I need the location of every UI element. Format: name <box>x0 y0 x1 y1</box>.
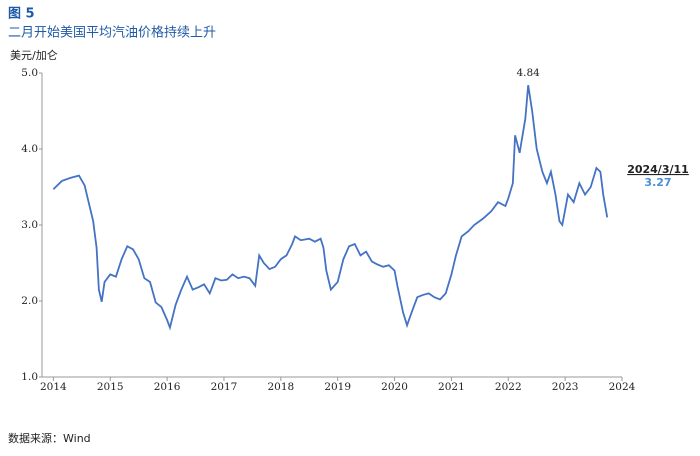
x-tick-label: 2018 <box>267 381 294 393</box>
y-tick-label: 1.0 <box>21 371 38 383</box>
y-tick-label: 4.0 <box>21 143 38 155</box>
line <box>52 85 609 331</box>
y-tick-label: 5.0 <box>21 67 38 79</box>
x-tick-label: 2017 <box>211 381 238 393</box>
x-tick-label: 2023 <box>552 381 579 393</box>
y-tick-label: 3.0 <box>21 219 38 231</box>
x-tick-label: 2019 <box>324 381 351 393</box>
x-tick-label: 2021 <box>438 381 465 393</box>
x-tick-label: 2014 <box>40 381 67 393</box>
y-axis-label: 美元/加仑 <box>10 48 58 62</box>
chart-title: 图 5 <box>8 7 35 22</box>
x-tick-label: 2024 <box>609 381 636 393</box>
y-tick-label: 2.0 <box>21 295 38 307</box>
x-tick-label: 2016 <box>154 381 181 393</box>
side-value: 3.27 <box>644 176 671 189</box>
side-date: 2024/3/11 <box>627 163 689 176</box>
peak-annotation: 4.84 <box>516 67 540 79</box>
x-tick-label: 2020 <box>381 381 408 393</box>
x-tick-label: 2015 <box>97 381 124 393</box>
chart-subtitle: 二月开始美国平均汽油价格持续上升 <box>8 25 216 41</box>
source: 数据来源：Wind <box>8 431 91 445</box>
x-tick-label: 2022 <box>495 381 522 393</box>
